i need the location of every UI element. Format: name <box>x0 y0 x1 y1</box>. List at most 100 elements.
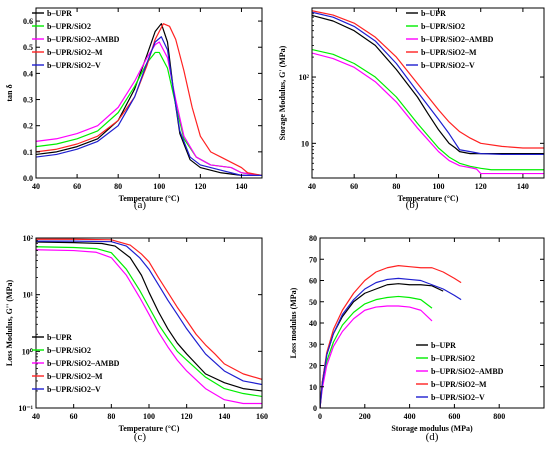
x-tick-label: 40 <box>32 182 40 191</box>
series-line <box>312 10 544 149</box>
legend: b–UPR b–UPR/SiO2 b–UPR/SiO2–AMBD b–UPR/SiO2… <box>406 9 494 70</box>
series-line <box>36 240 262 386</box>
x-tick-label: 400 <box>404 412 416 421</box>
panel-label: (d) <box>426 431 439 443</box>
y-axis-label: tan δ <box>5 84 14 101</box>
series-group <box>312 10 544 175</box>
series-line <box>36 23 262 176</box>
chart-panel: 0 200 400 600 800 0 10 20 30 40 50 60 70 80 Storage mo… <box>289 234 545 443</box>
x-tick-label: 40 <box>32 412 40 421</box>
x-axis-label: Temperature (°C) <box>119 194 180 203</box>
series-line <box>36 241 262 392</box>
legend-label: b–UPR/SiO2–V <box>47 385 101 394</box>
x-tick-label: 120 <box>475 182 487 191</box>
panel-label: (b) <box>406 199 419 211</box>
legend-label: b–UPR/SiO2–V <box>47 61 101 70</box>
x-axis-label: Storage modulus (MPa) <box>391 424 473 433</box>
y-tick-label: 0.0 <box>23 174 33 183</box>
series-line <box>320 265 462 408</box>
series-line <box>36 238 262 380</box>
y-tick-label: 0.6 <box>23 17 33 26</box>
x-tick-label: 800 <box>493 412 505 421</box>
series-line <box>312 52 544 175</box>
series-line <box>36 51 262 176</box>
chart-panel: 40 60 80 100 120 140 10 10² Temperature (°C) Stor… <box>278 7 545 211</box>
y-tick-label: 10² <box>23 234 34 243</box>
y-tick-label: 80 <box>309 234 317 243</box>
y-tick-label: 0.3 <box>23 96 33 105</box>
y-tick-label: 10² <box>299 73 310 82</box>
y-tick-label: 60 <box>309 277 317 286</box>
x-tick-label: 100 <box>153 182 165 191</box>
plot-frame <box>35 237 263 409</box>
series-line <box>36 249 262 405</box>
x-tick-label: 140 <box>235 182 247 191</box>
legend: b–UPR b–UPR/SiO2 b–UPR/SiO2–AMBD b–UPR/SiO2… <box>416 341 504 402</box>
x-tick-label: 140 <box>517 182 529 191</box>
x-tick-label: 160 <box>256 412 268 421</box>
series-line <box>320 277 462 408</box>
legend-label: b–UPR <box>431 341 456 350</box>
series-line <box>320 295 433 408</box>
legend-label: b–UPR/SiO2–M <box>47 48 103 57</box>
series-line <box>312 48 544 171</box>
y-tick-label: 40 <box>309 319 317 328</box>
y-tick-label: 10⁻¹ <box>18 404 33 413</box>
y-tick-label: 10¹ <box>23 291 34 300</box>
x-tick-label: 80 <box>114 182 122 191</box>
legend-label: b–UPR/SiO2 <box>431 354 475 363</box>
series-line <box>36 23 262 176</box>
y-axis-label: Storage Modulus, G' (MPa) <box>278 45 287 140</box>
x-tick-label: 60 <box>350 182 358 191</box>
y-axis-label: Loss Modulus, G'' (MPa) <box>5 280 14 367</box>
x-tick-label: 40 <box>308 182 316 191</box>
legend-label: b–UPR/SiO2–AMBD <box>431 367 504 376</box>
x-tick-label: 600 <box>448 412 460 421</box>
x-tick-label: 60 <box>73 182 81 191</box>
panel-label: (a) <box>134 199 147 211</box>
legend-label: b–UPR <box>47 9 72 18</box>
x-tick-label: 80 <box>392 182 400 191</box>
series-group <box>36 23 262 176</box>
y-tick-label: 70 <box>309 255 317 264</box>
y-tick-label: 10 <box>301 139 309 148</box>
x-tick-label: 120 <box>181 412 193 421</box>
legend-label: b–UPR/SiO2–V <box>421 61 475 70</box>
legend-label: b–UPR/SiO2 <box>47 346 91 355</box>
x-tick-label: 60 <box>70 412 78 421</box>
x-tick-label: 100 <box>433 182 445 191</box>
series-line <box>36 36 262 176</box>
x-tick-label: 80 <box>107 412 115 421</box>
legend: b–UPR b–UPR/SiO2 b–UPR/SiO2–AMBD b–UPR/SiO2… <box>32 9 120 70</box>
legend-label: b–UPR <box>47 333 72 342</box>
y-tick-label: 0.1 <box>23 148 33 157</box>
panel-label: (c) <box>134 431 147 443</box>
y-tick-label: 50 <box>309 298 317 307</box>
series-line <box>36 246 262 398</box>
legend-label: b–UPR/SiO2–V <box>431 393 485 402</box>
y-tick-label: 10⁰ <box>22 347 34 356</box>
x-tick-label: 140 <box>218 412 230 421</box>
chart-panel: 40 60 80 100 120 140 160 10⁻¹ 10⁰ 10¹ 10² Temperatu… <box>5 234 268 443</box>
legend-label: b–UPR/SiO2–AMBD <box>47 359 120 368</box>
y-tick-label: 0.2 <box>23 122 33 131</box>
x-tick-label: 120 <box>194 182 206 191</box>
x-axis-label: Temperature (°C) <box>119 424 180 433</box>
legend-label: b–UPR/SiO2–M <box>431 380 487 389</box>
y-tick-label: 20 <box>309 362 317 371</box>
legend-label: b–UPR/SiO2–M <box>421 48 477 57</box>
legend-label: b–UPR <box>421 9 446 18</box>
x-tick-label: 0 <box>318 412 322 421</box>
plot-frame <box>311 7 545 179</box>
y-tick-label: 30 <box>309 340 317 349</box>
legend: b–UPR b–UPR/SiO2 b–UPR/SiO2–AMBD b–UPR/SiO2… <box>32 333 120 394</box>
x-tick-label: 100 <box>143 412 155 421</box>
legend-label: b–UPR/SiO2 <box>47 22 91 31</box>
series-line <box>312 11 544 156</box>
legend-label: b–UPR/SiO2–AMBD <box>47 35 120 44</box>
legend-label: b–UPR/SiO2–AMBD <box>421 35 494 44</box>
y-tick-label: 0.4 <box>23 69 33 78</box>
y-axis-label: Loss modulus (MPa) <box>289 287 298 358</box>
plot-frame <box>35 7 263 179</box>
